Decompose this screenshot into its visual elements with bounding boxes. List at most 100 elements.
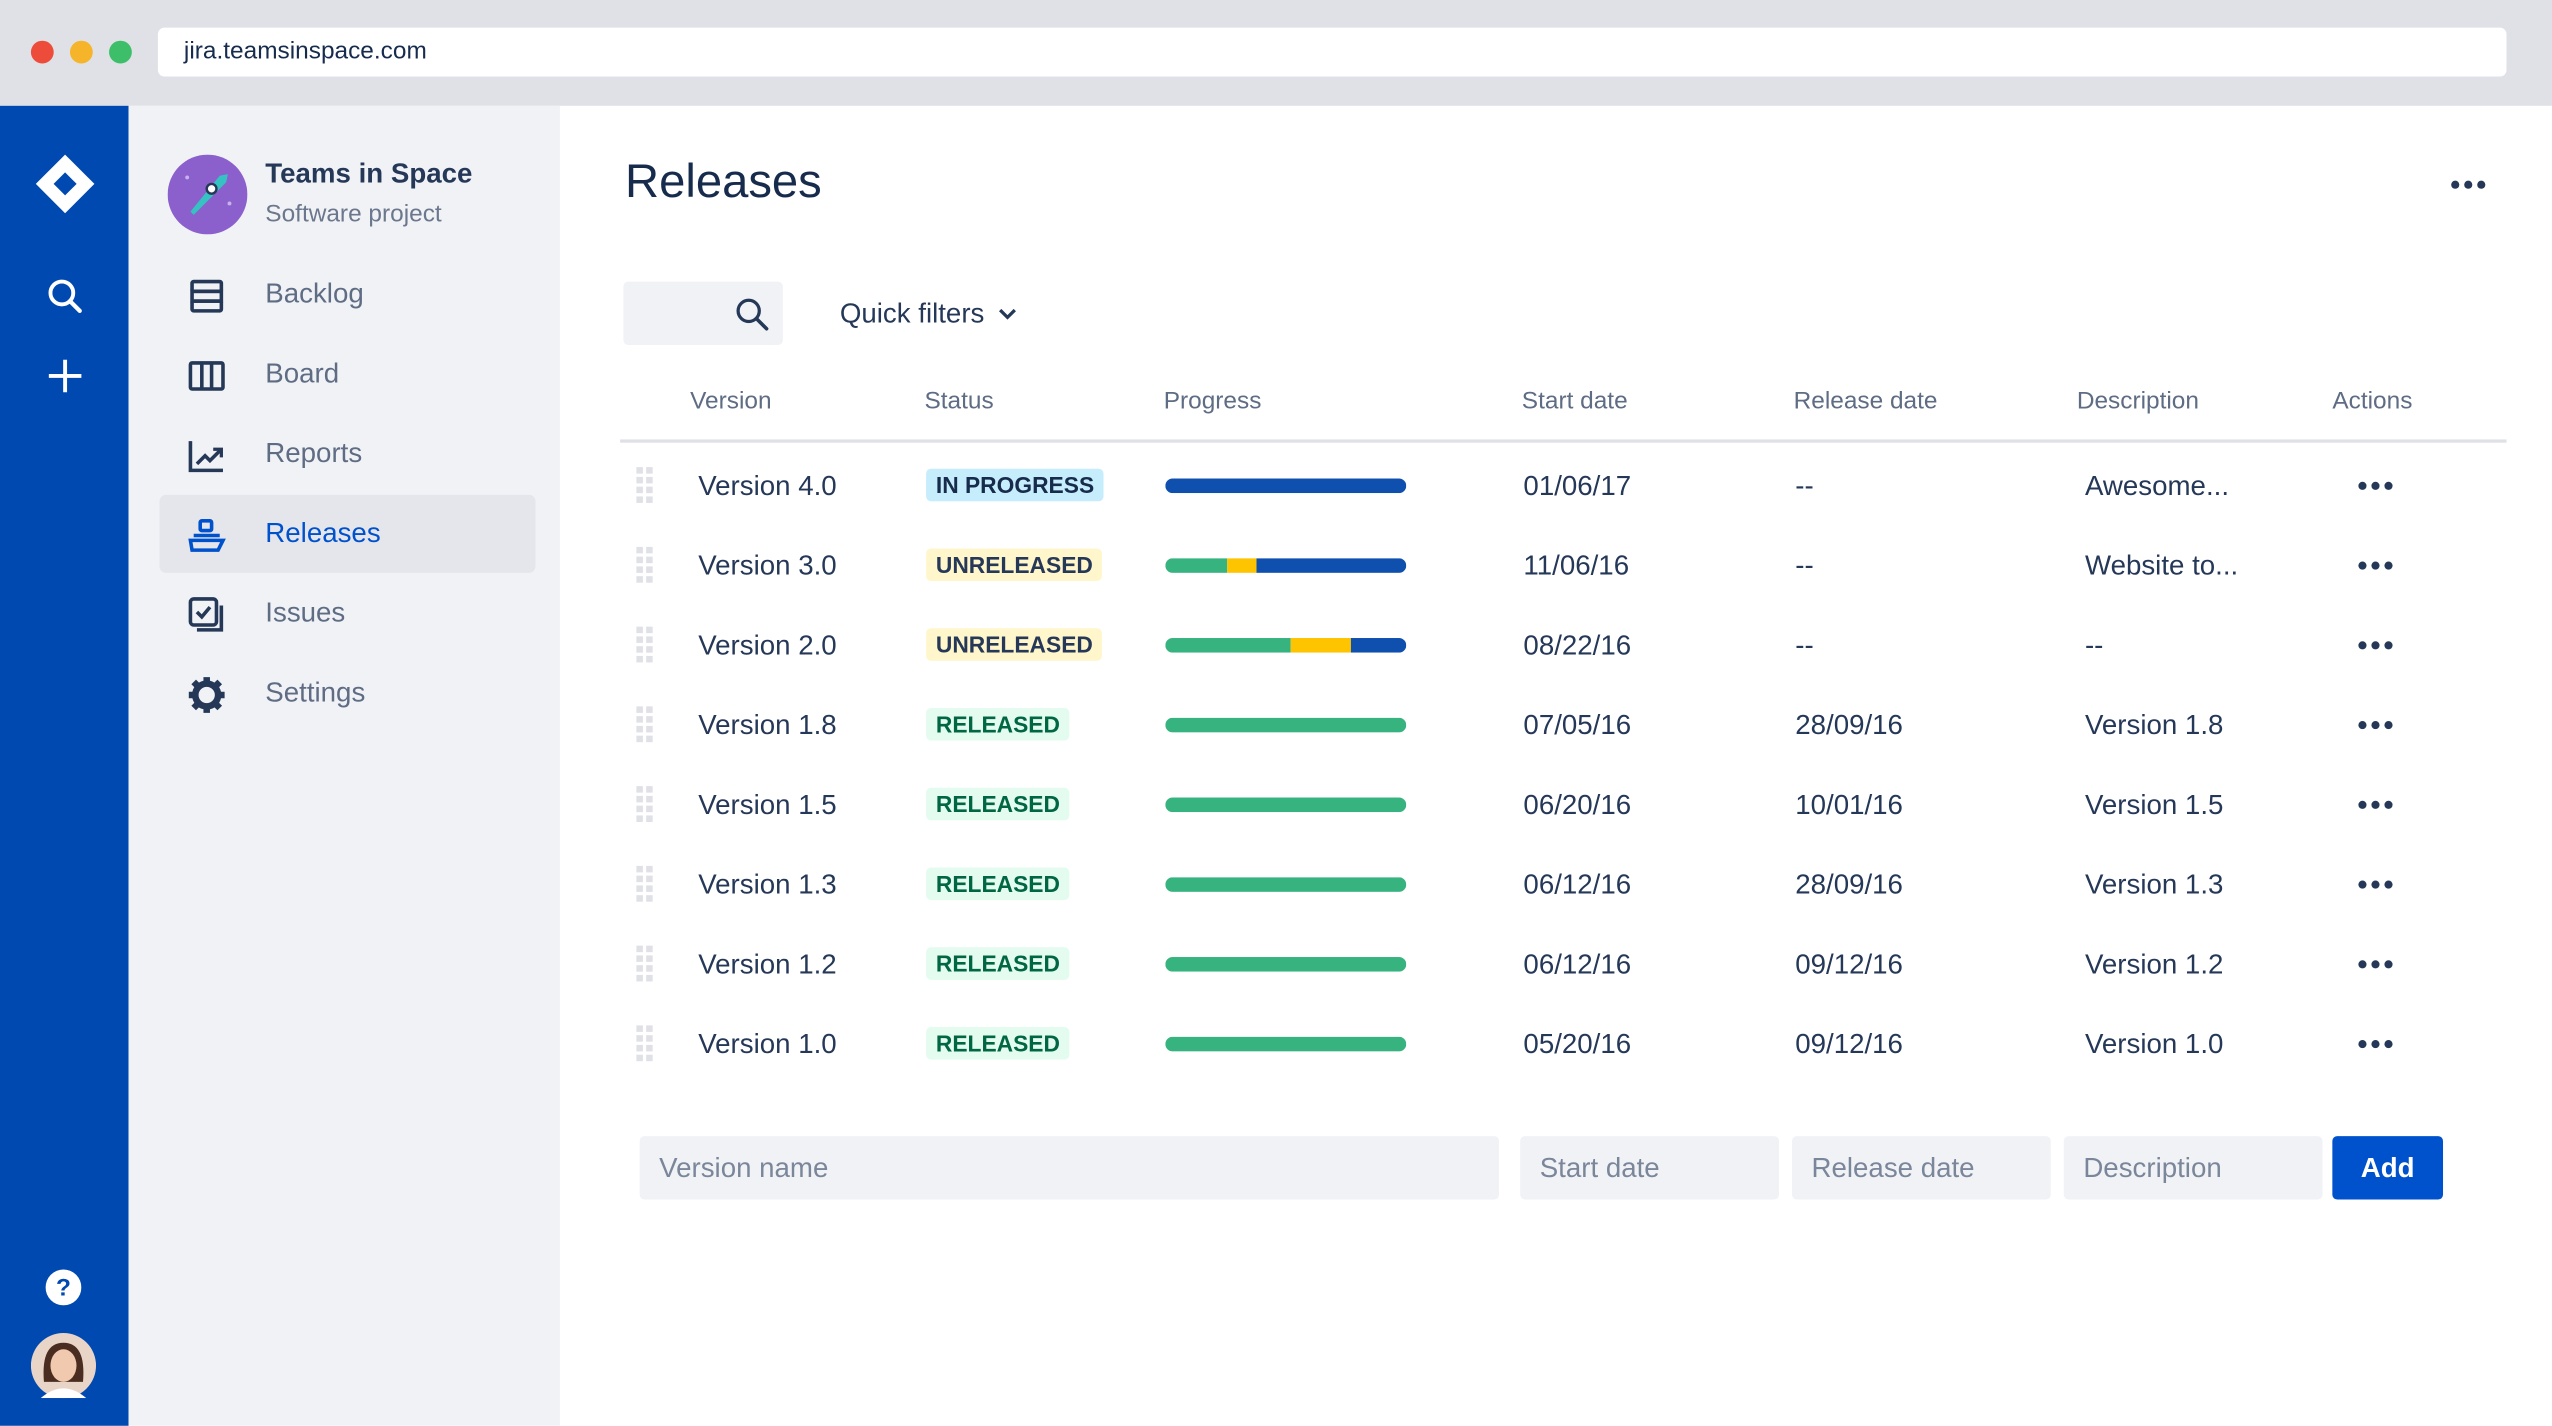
drag-handle-icon[interactable] bbox=[636, 467, 655, 503]
column-header-start-date[interactable]: Start date bbox=[1521, 387, 1628, 416]
project-type: Software project bbox=[265, 200, 442, 228]
more-actions-button[interactable] bbox=[2451, 180, 2486, 189]
sidebar-item-issues[interactable]: Issues bbox=[160, 575, 536, 653]
release-date: -- bbox=[1795, 550, 1814, 582]
create-plus-icon[interactable] bbox=[46, 356, 85, 395]
progress-bar bbox=[1165, 717, 1407, 733]
maximize-window-button[interactable] bbox=[109, 40, 132, 64]
sidebar-item-releases[interactable]: Releases bbox=[159, 494, 536, 573]
description: Version 1.0 bbox=[2084, 1028, 2224, 1060]
table-row[interactable]: Version 4.0 IN PROGRESS 01/06/17 -- Awes… bbox=[620, 446, 2506, 526]
sidebar-item-label: Releases bbox=[265, 517, 381, 549]
start-date: 11/06/16 bbox=[1523, 550, 1630, 582]
version-name[interactable]: Version 1.2 bbox=[698, 948, 837, 980]
column-header-version[interactable]: Version bbox=[690, 387, 772, 416]
table-row[interactable]: Version 3.0 UNRELEASED 11/06/16 -- Websi… bbox=[620, 526, 2506, 606]
drag-handle-icon[interactable] bbox=[636, 786, 655, 822]
column-header-release-date[interactable]: Release date bbox=[1793, 387, 1938, 416]
sidebar-item-reports[interactable]: Reports bbox=[160, 415, 536, 493]
project-avatar bbox=[167, 154, 248, 235]
search-icon bbox=[736, 298, 769, 331]
version-name[interactable]: Version 1.5 bbox=[698, 789, 837, 821]
row-actions-button[interactable] bbox=[2358, 960, 2393, 969]
description: Awesome... bbox=[2084, 470, 2230, 502]
progress-in-progress-segment bbox=[1227, 558, 1257, 573]
table-row[interactable]: Version 1.8 RELEASED 07/05/16 28/09/16 V… bbox=[620, 685, 2506, 765]
row-actions-button[interactable] bbox=[2358, 800, 2393, 809]
issues-icon bbox=[188, 597, 224, 632]
progress-todo-segment bbox=[1350, 638, 1407, 653]
sidebar-item-label: Reports bbox=[265, 437, 363, 469]
jira-logo-icon[interactable] bbox=[34, 153, 96, 215]
drag-handle-icon[interactable] bbox=[636, 706, 655, 743]
version-name-input[interactable] bbox=[639, 1136, 1500, 1200]
progress-done-segment bbox=[1165, 797, 1407, 813]
project-name: Teams in Space bbox=[265, 157, 473, 189]
drag-handle-icon[interactable] bbox=[636, 945, 655, 982]
quick-filters-dropdown[interactable]: Quick filters bbox=[840, 298, 1017, 331]
start-date: 01/06/17 bbox=[1523, 470, 1632, 502]
start-date: 05/20/16 bbox=[1523, 1028, 1632, 1060]
column-header-status[interactable]: Status bbox=[924, 387, 994, 416]
svg-text:?: ? bbox=[56, 1275, 71, 1302]
address-bar[interactable]: jira.teamsinspace.com bbox=[157, 27, 2507, 77]
row-actions-button[interactable] bbox=[2358, 481, 2393, 490]
version-name[interactable]: Version 1.0 bbox=[698, 1028, 837, 1060]
version-name[interactable]: Version 1.8 bbox=[698, 709, 837, 741]
table-row[interactable]: Version 1.2 RELEASED 06/12/16 09/12/16 V… bbox=[620, 924, 2506, 1004]
status-badge: UNRELEASED bbox=[926, 628, 1103, 661]
row-actions-button[interactable] bbox=[2358, 561, 2393, 570]
column-header-actions[interactable]: Actions bbox=[2332, 387, 2413, 416]
row-actions-button[interactable] bbox=[2358, 641, 2393, 650]
user-avatar[interactable] bbox=[30, 1333, 97, 1399]
release-date: 28/09/16 bbox=[1795, 709, 1903, 741]
table-row[interactable]: Version 1.3 RELEASED 06/12/16 28/09/16 V… bbox=[620, 845, 2506, 925]
table-row[interactable]: Version 1.5 RELEASED 06/20/16 10/01/16 V… bbox=[620, 765, 2506, 845]
description: Website to... bbox=[2084, 550, 2239, 582]
sidebar-item-board[interactable]: Board bbox=[160, 335, 536, 413]
board-icon bbox=[188, 361, 225, 391]
progress-done-segment bbox=[1165, 638, 1291, 653]
reports-icon bbox=[188, 441, 223, 473]
search-input[interactable] bbox=[623, 281, 783, 346]
ship-icon bbox=[188, 519, 226, 552]
progress-done-segment bbox=[1165, 717, 1407, 733]
drag-handle-icon[interactable] bbox=[636, 626, 655, 663]
status-badge: RELEASED bbox=[926, 867, 1070, 901]
minimize-window-button[interactable] bbox=[69, 40, 93, 64]
start-date-input[interactable] bbox=[1520, 1136, 1779, 1200]
progress-bar bbox=[1165, 877, 1407, 892]
table-row[interactable]: Version 2.0 UNRELEASED 08/22/16 -- -- bbox=[620, 605, 2506, 685]
version-name[interactable]: Version 3.0 bbox=[698, 550, 837, 582]
quick-filters-label: Quick filters bbox=[839, 297, 985, 329]
table-row[interactable]: Version 1.0 RELEASED 05/20/16 09/12/16 V… bbox=[620, 1004, 2506, 1084]
release-date: -- bbox=[1795, 470, 1814, 502]
drag-handle-icon[interactable] bbox=[636, 865, 655, 902]
version-name[interactable]: Version 1.3 bbox=[698, 869, 837, 901]
add-version-button[interactable]: Add bbox=[2332, 1136, 2444, 1200]
drag-handle-icon[interactable] bbox=[636, 546, 655, 583]
row-actions-button[interactable] bbox=[2358, 721, 2393, 730]
version-name[interactable]: Version 2.0 bbox=[698, 629, 837, 661]
start-date: 08/22/16 bbox=[1523, 629, 1632, 661]
progress-done-segment bbox=[1165, 957, 1407, 972]
start-date: 06/12/16 bbox=[1523, 869, 1632, 901]
drag-handle-icon[interactable] bbox=[636, 1025, 655, 1062]
description-input[interactable] bbox=[2063, 1136, 2323, 1200]
sidebar-item-label: Backlog bbox=[265, 278, 364, 310]
progress-bar bbox=[1165, 957, 1407, 972]
row-actions-button[interactable] bbox=[2358, 880, 2393, 889]
progress-todo-segment bbox=[1165, 478, 1407, 494]
version-name[interactable]: Version 4.0 bbox=[698, 470, 837, 502]
column-header-description[interactable]: Description bbox=[2076, 387, 2199, 416]
release-date-input[interactable] bbox=[1791, 1136, 2051, 1200]
sidebar-item-backlog[interactable]: Backlog bbox=[160, 256, 536, 334]
column-header-progress[interactable]: Progress bbox=[1163, 387, 1262, 416]
row-actions-button[interactable] bbox=[2358, 1040, 2393, 1049]
project-sidebar: Teams in Space Software project Backlog … bbox=[128, 105, 560, 1426]
sidebar-item-settings[interactable]: Settings bbox=[160, 654, 536, 732]
close-window-button[interactable] bbox=[30, 40, 54, 64]
help-icon[interactable]: ? bbox=[45, 1269, 82, 1306]
search-icon[interactable] bbox=[46, 277, 85, 316]
